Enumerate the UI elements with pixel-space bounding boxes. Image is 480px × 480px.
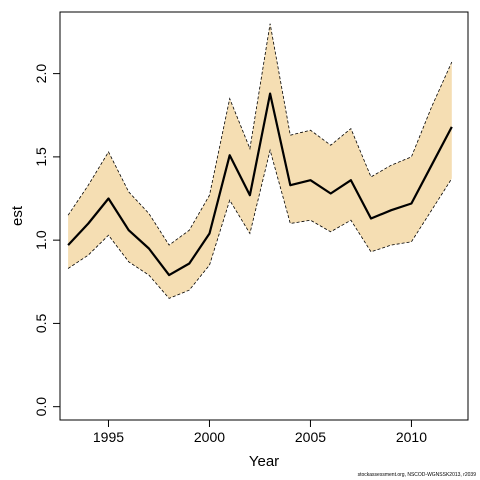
x-axis-label: Year — [249, 453, 279, 470]
lower-bound-line — [67, 148, 453, 299]
x-tick-label: 2010 — [396, 429, 427, 445]
x-tick-label: 1995 — [93, 429, 124, 445]
y-tick-label: 2.0 — [33, 64, 49, 84]
x-tick-label: 2005 — [295, 429, 326, 445]
y-tick-label: 1.5 — [33, 147, 49, 167]
y-tick-label: 0.5 — [33, 313, 49, 333]
x-axis: 1995 2000 2005 2010 — [93, 420, 427, 445]
confidence-band-area — [68, 23, 452, 299]
confidence-band — [68, 23, 452, 299]
y-axis-label: est — [9, 205, 26, 226]
y-axis: 0.0 0.5 1.0 1.5 2.0 — [33, 64, 60, 417]
series-lines — [67, 23, 453, 299]
plot-frame — [59, 11, 469, 421]
y-tick-label: 0.0 — [33, 397, 49, 417]
estimate-line — [67, 92, 453, 277]
source-caption: stockassessment.org, NSCOD-WGNSSK2013, r… — [357, 472, 476, 478]
x-tick-label: 2000 — [194, 429, 225, 445]
y-tick-label: 1.0 — [33, 230, 49, 250]
